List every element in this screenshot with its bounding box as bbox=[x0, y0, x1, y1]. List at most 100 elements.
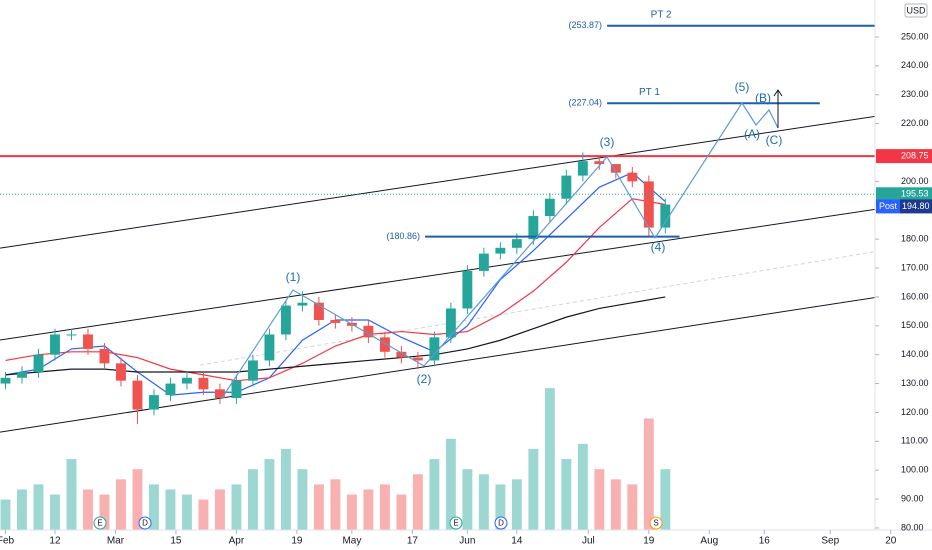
volume-bar bbox=[280, 448, 291, 530]
candle-body bbox=[0, 377, 11, 384]
candle-body bbox=[610, 164, 621, 173]
y-tick-label: 140.00 bbox=[901, 349, 929, 359]
x-tick-label: 15 bbox=[170, 536, 182, 547]
candle-body bbox=[182, 377, 192, 384]
candle-body bbox=[264, 334, 275, 361]
candle-body bbox=[33, 354, 44, 373]
y-tick-label: 180.00 bbox=[901, 234, 929, 244]
wave-label: (5) bbox=[735, 80, 750, 94]
level-label: (253.87) bbox=[569, 20, 603, 30]
volume-bar bbox=[544, 388, 555, 530]
event-icon bbox=[449, 516, 463, 530]
volume-bar bbox=[660, 469, 671, 530]
event-letter: S bbox=[653, 519, 658, 528]
volume-bar bbox=[17, 489, 27, 530]
post-price-label: 194.80 bbox=[902, 201, 930, 211]
last-price-box bbox=[876, 187, 932, 202]
trendline bbox=[0, 112, 898, 249]
level-name: PT 1 bbox=[639, 87, 660, 98]
y-tick-label: 170.00 bbox=[901, 262, 929, 272]
volume-bar bbox=[0, 499, 11, 530]
candle-body bbox=[445, 308, 456, 338]
wave-path bbox=[221, 101, 779, 399]
volume-bar bbox=[182, 494, 192, 530]
volume-bar bbox=[379, 484, 390, 530]
volume-bar bbox=[462, 469, 473, 530]
volume-bar bbox=[149, 484, 159, 530]
candle-body bbox=[429, 337, 440, 361]
event-icon bbox=[93, 516, 107, 530]
candle-body bbox=[231, 380, 242, 399]
candle-body bbox=[280, 305, 291, 335]
level-label: (227.04) bbox=[569, 98, 603, 108]
candle-body bbox=[577, 161, 588, 176]
post-label: Post bbox=[879, 201, 898, 211]
volume-bar bbox=[412, 474, 423, 530]
volume-bar bbox=[297, 469, 308, 530]
volume-bar bbox=[594, 469, 605, 530]
volume-bar bbox=[396, 494, 407, 530]
candle-body bbox=[313, 302, 324, 321]
candle-body bbox=[50, 334, 60, 355]
candle-body bbox=[511, 239, 522, 248]
candle-body bbox=[116, 363, 126, 381]
volume-bar bbox=[313, 484, 324, 530]
volume-bar bbox=[231, 484, 242, 530]
volume-bar bbox=[478, 474, 489, 530]
volume-bar bbox=[610, 479, 621, 530]
candle-body bbox=[198, 377, 209, 390]
volume-bar bbox=[561, 459, 572, 530]
wave-label: (3) bbox=[600, 135, 615, 149]
x-tick-label: 12 bbox=[49, 536, 61, 547]
x-tick-label: Aug bbox=[700, 536, 718, 547]
volume-bar bbox=[198, 499, 209, 530]
x-tick-label: Feb bbox=[0, 536, 15, 547]
y-tick-label: 120.00 bbox=[901, 407, 929, 417]
volume-bar bbox=[511, 479, 522, 530]
y-tick-label: 80.00 bbox=[901, 522, 924, 532]
y-tick-label: 160.00 bbox=[901, 291, 929, 301]
volume-bar bbox=[33, 484, 44, 530]
x-tick-label: Sep bbox=[821, 536, 839, 547]
candle-body bbox=[379, 337, 390, 352]
x-tick-label: 19 bbox=[291, 536, 303, 547]
x-tick-label: 14 bbox=[511, 536, 523, 547]
event-letter: E bbox=[97, 519, 102, 528]
resistance-box bbox=[876, 149, 932, 164]
y-tick-label: 110.00 bbox=[901, 436, 928, 446]
y-tick-label: 130.00 bbox=[901, 378, 929, 388]
volume-bar bbox=[445, 438, 456, 530]
x-tick-label: Apr bbox=[229, 536, 245, 547]
volume-bar bbox=[495, 484, 506, 530]
candle-body bbox=[132, 380, 143, 410]
post-price-box bbox=[900, 199, 932, 214]
volume-bar bbox=[165, 489, 176, 530]
volume-bar bbox=[363, 489, 374, 530]
price-axis bbox=[875, 0, 932, 530]
y-tick-label: 90.00 bbox=[901, 493, 924, 503]
candle-body bbox=[544, 198, 555, 217]
y-tick-label: 230.00 bbox=[901, 89, 929, 99]
volume-bar bbox=[330, 479, 341, 530]
y-tick-label: 200.00 bbox=[901, 176, 929, 186]
volume-bar bbox=[429, 459, 440, 530]
plot-area: (253.87) PT 2 (227.04) PT 1 (180.86) bbox=[0, 9, 898, 530]
candle-body bbox=[594, 161, 605, 165]
wave-label: (A) bbox=[744, 127, 760, 141]
event-icon bbox=[494, 516, 508, 530]
trendline bbox=[0, 205, 898, 341]
candle-body bbox=[214, 389, 225, 399]
volume-bar bbox=[83, 489, 93, 530]
last-price-label: 195.53 bbox=[901, 189, 929, 199]
candle-body bbox=[66, 334, 77, 336]
candle-body bbox=[149, 395, 159, 410]
candle-body bbox=[412, 357, 423, 361]
candle-body bbox=[627, 172, 638, 182]
moving-average bbox=[5, 296, 666, 376]
x-tick-label: May bbox=[342, 536, 361, 547]
candle-body bbox=[478, 253, 489, 271]
event-letter: D bbox=[142, 519, 148, 528]
event-icon bbox=[138, 516, 152, 530]
currency: USD bbox=[906, 5, 926, 15]
